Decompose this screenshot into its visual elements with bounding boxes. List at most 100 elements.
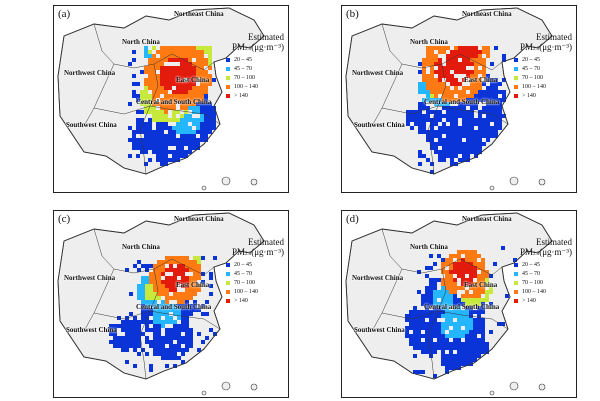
legend-item: 45 – 70 — [226, 64, 284, 73]
pm25-cell — [140, 110, 144, 114]
pm25-cell — [413, 334, 417, 338]
pm25-cell — [486, 102, 490, 106]
island-shape — [221, 176, 231, 186]
pm25-cell — [161, 324, 165, 328]
island-shape — [509, 381, 519, 391]
pm25-cell — [458, 138, 462, 142]
legend: Estimated PM2.5(μg·m⁻³) 20 – 45 45 – 70 … — [212, 32, 284, 100]
pm25-cell — [445, 310, 449, 314]
pm25-cell — [121, 328, 125, 332]
pm25-cell — [196, 46, 200, 50]
region-label-northwest: Northwest China — [352, 274, 404, 282]
pm25-cell — [477, 254, 481, 258]
legend-item: 100 – 140 — [514, 82, 572, 91]
pm25-cell — [454, 50, 458, 54]
pm25-cell — [462, 58, 466, 62]
pm25-cell — [449, 258, 453, 262]
pm25-cell — [212, 114, 216, 118]
pm25-cell — [164, 150, 168, 154]
pm25-cell — [469, 330, 473, 334]
pm25-cell — [196, 118, 200, 122]
pm25-cell — [429, 334, 433, 338]
pm25-cell — [406, 122, 410, 126]
pm25-cell — [457, 270, 461, 274]
pm25-cell — [466, 110, 470, 114]
pm25-cell — [446, 66, 450, 70]
pm25-cell — [449, 282, 453, 286]
pm25-cell — [181, 340, 185, 344]
pm25-cell — [457, 334, 461, 338]
pm25-cell — [144, 138, 148, 142]
pm25-cell — [125, 360, 129, 364]
pm25-cell — [180, 54, 184, 58]
pm25-grid — [405, 246, 517, 378]
pm25-cell — [449, 346, 453, 350]
pm25-cell — [442, 114, 446, 118]
pm25-cell — [486, 118, 490, 122]
pm25-cell — [454, 146, 458, 150]
pm25-cell — [417, 318, 421, 322]
pm25-cell — [196, 58, 200, 62]
region-label-southwest: Southwest China — [66, 326, 117, 334]
pm25-cell — [204, 94, 208, 98]
pm25-cell — [445, 270, 449, 274]
pm25-cell — [461, 346, 465, 350]
province-boundary — [381, 23, 461, 69]
pm25-cell — [482, 134, 486, 138]
pm25-cell — [474, 90, 478, 94]
pm25-cell — [208, 82, 212, 86]
pm25-cell — [434, 110, 438, 114]
pm25-cell — [454, 78, 458, 82]
pm25-cell — [430, 98, 434, 102]
pm25-cell — [433, 290, 437, 294]
pm25-cell — [156, 90, 160, 94]
pm25-cell — [196, 102, 200, 106]
pm25-cell — [458, 126, 462, 130]
pm25-cell — [429, 318, 433, 322]
pm25-cell — [429, 338, 433, 342]
pm25-cell — [478, 134, 482, 138]
pm25-cell — [160, 134, 164, 138]
pm25-cell — [196, 146, 200, 150]
pm25-cell — [494, 46, 498, 50]
pm25-cell — [173, 348, 177, 352]
panel-tag: (c) — [58, 213, 71, 225]
pm25-cell — [466, 62, 470, 66]
pm25-cell — [196, 106, 200, 110]
pm25-cell — [466, 102, 470, 106]
pm25-cell — [481, 290, 485, 294]
pm25-cell — [445, 278, 449, 282]
region-label-southwest: Southwest China — [66, 121, 117, 129]
pm25-cell — [461, 350, 465, 354]
pm25-cell — [161, 356, 165, 360]
pm25-cell — [169, 264, 173, 268]
pm25-cell — [189, 264, 193, 268]
pm25-cell — [457, 338, 461, 342]
pm25-cell — [409, 338, 413, 342]
pm25-cell — [437, 326, 441, 330]
pm25-cell — [405, 330, 409, 334]
pm25-cell — [409, 322, 413, 326]
pm25-cell — [185, 288, 189, 292]
pm25-cell — [498, 122, 502, 126]
pm25-cell — [185, 284, 189, 288]
pm25-cell — [425, 266, 429, 270]
pm25-cell — [457, 362, 461, 366]
pm25-cell — [441, 354, 445, 358]
pm25-cell — [197, 276, 201, 280]
pm25-cell — [176, 46, 180, 50]
pm25-cell — [173, 276, 177, 280]
pm25-cell — [465, 290, 469, 294]
pm25-cell — [421, 334, 425, 338]
pm25-cell — [148, 70, 152, 74]
pm25-cell — [153, 320, 157, 324]
china-map — [57, 7, 265, 191]
pm25-cell — [442, 50, 446, 54]
pm25-cell — [501, 246, 505, 250]
pm25-cell — [438, 62, 442, 66]
pm25-cell — [177, 296, 181, 300]
pm25-cell — [494, 78, 498, 82]
pm25-cell — [208, 50, 212, 54]
pm25-cell — [453, 286, 457, 290]
region-label-northwest: Northwest China — [64, 69, 116, 77]
